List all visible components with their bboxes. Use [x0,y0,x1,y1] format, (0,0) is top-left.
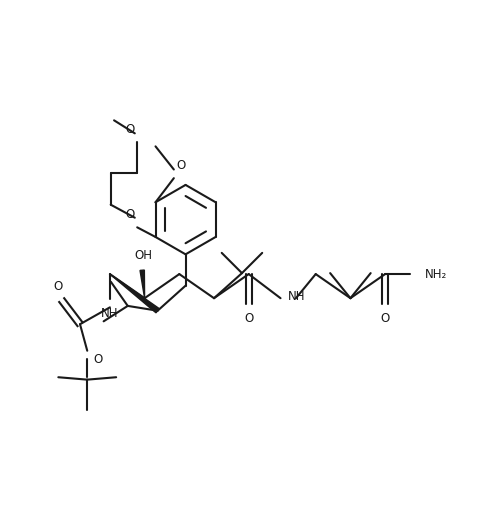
Text: O: O [176,159,186,172]
Polygon shape [110,274,159,313]
Text: NH: NH [288,290,306,304]
Text: O: O [244,312,254,325]
Text: OH: OH [134,249,152,262]
Text: O: O [126,208,135,220]
Text: O: O [126,123,135,136]
Polygon shape [140,270,145,298]
Text: NH₂: NH₂ [425,268,447,280]
Text: O: O [93,353,102,366]
Text: O: O [53,280,63,294]
Text: O: O [380,312,390,325]
Text: NH: NH [101,307,119,320]
